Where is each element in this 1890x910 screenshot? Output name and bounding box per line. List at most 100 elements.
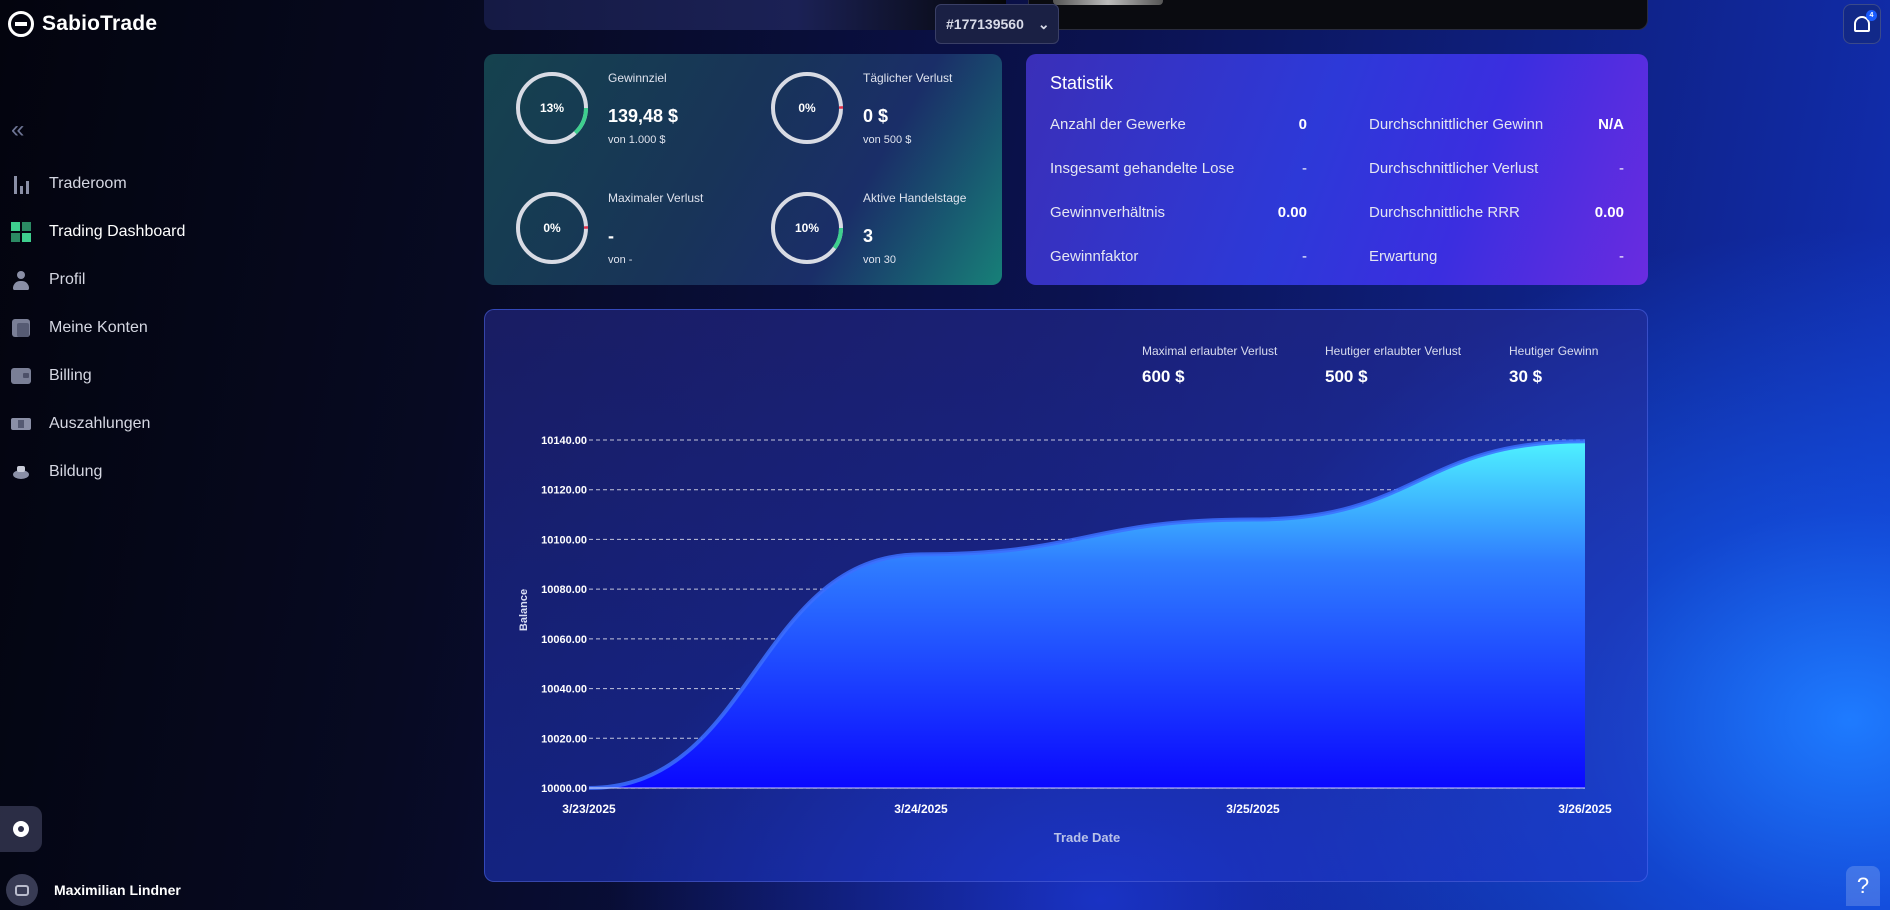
stat-label: Anzahl der Gewerke [1050, 116, 1186, 133]
app-name: SabioTrade [42, 12, 158, 35]
kpi-sub: von - [608, 254, 633, 266]
kpi-value: - [608, 226, 614, 246]
sidebar-item-bildung[interactable]: Bildung [10, 448, 185, 496]
stat-value: - [1619, 248, 1624, 265]
progress-ring: 0% [514, 190, 590, 266]
progress-percent: 13% [539, 101, 565, 115]
metric-today-allowed-loss: Heutiger erlaubter Verlust 500 $ [1325, 344, 1461, 387]
sidebar-item-billing[interactable]: Billing [10, 352, 185, 400]
banner-pill [1053, 0, 1163, 5]
y-tick-label: 10060.00 [541, 634, 587, 646]
stat-row: Gewinnverhältnis 0.00 [1050, 204, 1307, 224]
stat-value: - [1302, 248, 1307, 265]
balance-line [588, 439, 1586, 790]
stat-label: Gewinnverhältnis [1050, 204, 1166, 221]
user-name: Maximilian Lindner [54, 882, 181, 898]
sidebar-item-trading-dashboard[interactable]: Trading Dashboard [10, 208, 185, 256]
x-tick-label: 3/25/2025 [1226, 802, 1280, 816]
stat-value: N/A [1598, 116, 1624, 133]
stat-row: Durchschnittlicher Gewinn N/A [1369, 116, 1624, 136]
sidebar-item-profil[interactable]: Profil [10, 256, 185, 304]
progress-percent: 0% [543, 221, 561, 235]
user-profile[interactable]: Maximilian Lindner [6, 874, 181, 906]
dashboard-grid-icon [10, 221, 32, 243]
kpi-sub: von 30 [863, 254, 897, 266]
ring-progress [516, 72, 588, 144]
stat-value: 0.00 [1594, 204, 1624, 221]
stat-label: Insgesamt gehandelte Lose [1050, 160, 1235, 177]
kpi-title: Täglicher Verlust [863, 71, 953, 85]
stat-value: - [1619, 160, 1624, 177]
y-tick-label: 10020.00 [541, 733, 587, 745]
balance-chart-card: Maximal erlaubter Verlust 600 $ Heutiger… [484, 309, 1648, 882]
sidebar-nav: Traderoom Trading Dashboard Profil Meine… [10, 160, 185, 496]
stat-row: Gewinnfaktor - [1050, 248, 1307, 268]
y-tick-label: 10040.00 [541, 684, 587, 696]
top-banner-left [484, 0, 1006, 30]
kpi-active-days: 10% Aktive Handelstage 3 von 30 [749, 174, 999, 266]
progress-ring: 13% [514, 70, 590, 146]
ring-progress [771, 72, 843, 144]
metric-value: 500 $ [1325, 367, 1368, 386]
progress-percent: 0% [798, 101, 816, 115]
notifications-button[interactable]: 4 [1843, 4, 1881, 44]
stat-value: 0 [1298, 116, 1307, 133]
kpi-title: Aktive Handelstage [863, 191, 967, 205]
stat-label: Gewinnfaktor [1050, 248, 1139, 265]
camera-icon [15, 884, 29, 896]
stat-value: 0.00 [1277, 204, 1307, 221]
app-logo[interactable]: SabioTrade [8, 11, 157, 37]
notification-badge: 4 [1866, 10, 1877, 21]
sidebar-item-traderoom[interactable]: Traderoom [10, 160, 185, 208]
progress-ring: 0% [769, 70, 845, 146]
account-selector[interactable]: #177139560 ⌄ [935, 4, 1059, 44]
sidebar-item-label: Trading Dashboard [49, 223, 186, 240]
stat-row: Anzahl der Gewerke 0 [1050, 116, 1307, 136]
metric-label: Maximal erlaubter Verlust [1142, 344, 1278, 358]
sidebar: SabioTrade « Traderoom Trading Dashboard… [0, 0, 470, 910]
double-chevron-left-icon[interactable]: « [11, 116, 25, 143]
logo-icon [8, 11, 34, 37]
y-tick-label: 10140.00 [541, 435, 587, 447]
user-icon [10, 269, 32, 291]
kpi-sub: von 1.000 $ [608, 134, 666, 146]
y-tick-label: 10120.00 [541, 485, 587, 497]
kpi-value: 0 $ [863, 106, 889, 126]
sidebar-item-label: Traderoom [49, 175, 127, 192]
sidebar-item-meine-konten[interactable]: Meine Konten [10, 304, 185, 352]
help-button[interactable]: ? [1846, 866, 1880, 906]
metric-today-profit: Heutiger Gewinn 30 $ [1509, 344, 1598, 387]
sidebar-item-label: Billing [49, 367, 92, 384]
progress-percent: 10% [794, 221, 820, 235]
sidebar-item-label: Bildung [49, 463, 103, 480]
stat-label: Durchschnittliche RRR [1369, 204, 1520, 221]
kpi-title: Maximaler Verlust [608, 191, 704, 205]
chevron-down-icon: ⌄ [1037, 15, 1050, 32]
kpi-value: 139,48 $ [608, 106, 679, 126]
kpi-sub: von 500 $ [863, 134, 912, 146]
metric-max-allowed-loss: Maximal erlaubter Verlust 600 $ [1142, 344, 1277, 387]
sidebar-item-auszahlungen[interactable]: Auszahlungen [10, 400, 185, 448]
y-tick-label: 10100.00 [541, 534, 587, 546]
ring-progress [516, 192, 588, 264]
metric-label: Heutiger erlaubter Verlust [1325, 344, 1462, 358]
y-tick-label: 10080.00 [541, 584, 587, 596]
theme-toggle-button[interactable] [0, 806, 42, 852]
bar-chart-icon [10, 173, 32, 195]
sidebar-item-label: Auszahlungen [49, 415, 151, 432]
ring-progress [771, 192, 843, 264]
metric-value: 30 $ [1509, 367, 1543, 386]
avatar[interactable] [6, 874, 38, 906]
stat-row: Durchschnittlicher Verlust - [1369, 160, 1624, 180]
stat-label: Durchschnittlicher Verlust [1369, 160, 1539, 177]
metric-label: Heutiger Gewinn [1509, 344, 1599, 358]
stat-label: Erwartung [1369, 248, 1438, 265]
stat-row: Insgesamt gehandelte Lose - [1050, 160, 1307, 180]
kpi-daily-loss: 0% Täglicher Verlust 0 $ von 500 $ [749, 54, 999, 146]
y-axis-title: Balance [518, 589, 530, 631]
y-tick-label: 10000.00 [541, 783, 587, 795]
statistics-title: Statistik [1050, 73, 1114, 93]
sidebar-item-label: Meine Konten [49, 319, 148, 336]
kpi-profit-target: 13% Gewinnziel 139,48 $ von 1.000 $ [494, 54, 744, 146]
balance-area-chart: 10000.00 10020.00 10040.00 10060.00 10080.00… [518, 435, 1612, 845]
